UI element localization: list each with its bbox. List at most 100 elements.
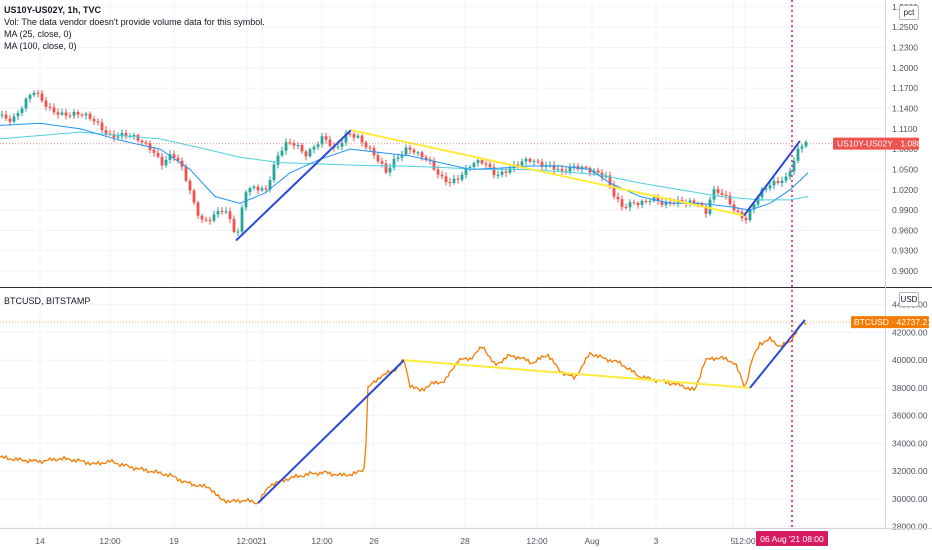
- candle[interactable]: [80, 112, 84, 118]
- candle[interactable]: [224, 207, 228, 215]
- candle[interactable]: [92, 116, 96, 126]
- candle[interactable]: [564, 166, 568, 175]
- candle[interactable]: [804, 139, 808, 149]
- candle[interactable]: [104, 126, 108, 138]
- candle[interactable]: [100, 118, 104, 134]
- candle[interactable]: [320, 132, 324, 148]
- candle[interactable]: [472, 161, 476, 170]
- candle[interactable]: [400, 150, 404, 162]
- candle[interactable]: [784, 172, 788, 184]
- candle[interactable]: [136, 133, 140, 143]
- candle[interactable]: [620, 195, 624, 211]
- candle[interactable]: [384, 159, 388, 175]
- candle[interactable]: [448, 177, 452, 187]
- candle[interactable]: [484, 160, 488, 169]
- candle[interactable]: [84, 111, 88, 120]
- candle[interactable]: [276, 151, 280, 169]
- candle[interactable]: [272, 160, 276, 184]
- candle[interactable]: [292, 139, 296, 150]
- candle[interactable]: [340, 138, 344, 151]
- candle[interactable]: [4, 110, 8, 121]
- candle[interactable]: [724, 190, 728, 200]
- candle[interactable]: [432, 157, 436, 172]
- candle[interactable]: [788, 167, 792, 181]
- candle[interactable]: [260, 185, 264, 193]
- candle[interactable]: [744, 215, 748, 224]
- candle[interactable]: [376, 151, 380, 164]
- candle[interactable]: [324, 132, 328, 144]
- blue-trendline-bottom[interactable]: [257, 359, 405, 504]
- candle[interactable]: [220, 207, 224, 215]
- candle[interactable]: [540, 158, 544, 171]
- candle[interactable]: [636, 200, 640, 209]
- candle[interactable]: [8, 114, 12, 126]
- candle[interactable]: [616, 192, 620, 203]
- candle[interactable]: [40, 90, 44, 103]
- candle[interactable]: [452, 174, 456, 185]
- top-symbol-title[interactable]: US10Y-US02Y, 1h, TVC: [4, 5, 102, 15]
- candle[interactable]: [60, 108, 64, 117]
- candle[interactable]: [20, 106, 24, 116]
- top-unit-button[interactable]: pct: [899, 5, 919, 20]
- candle[interactable]: [52, 103, 56, 115]
- candle[interactable]: [356, 133, 360, 140]
- candle[interactable]: [760, 187, 764, 202]
- candle[interactable]: [48, 102, 52, 111]
- candle[interactable]: [604, 171, 608, 179]
- candle[interactable]: [28, 93, 32, 103]
- candle[interactable]: [124, 129, 128, 140]
- candle[interactable]: [164, 155, 168, 168]
- btc-price-line[interactable]: [0, 321, 807, 505]
- candle[interactable]: [504, 167, 508, 177]
- candle[interactable]: [280, 146, 284, 158]
- time-axis[interactable]: 14 12:00 19 12:00 21 12:00 26 28 12:00 Aug 3 512:00: [35, 536, 756, 546]
- candle[interactable]: [628, 199, 632, 212]
- candle[interactable]: [360, 134, 364, 147]
- candle[interactable]: [768, 181, 772, 192]
- candle[interactable]: [64, 108, 68, 120]
- candle[interactable]: [704, 203, 708, 218]
- candle[interactable]: [728, 191, 732, 206]
- candle[interactable]: [476, 158, 480, 167]
- candle[interactable]: [364, 140, 368, 150]
- candle[interactable]: [800, 143, 804, 153]
- candle[interactable]: [0, 110, 4, 119]
- candle[interactable]: [204, 216, 208, 223]
- candle[interactable]: [316, 141, 320, 150]
- yellow-trendline-bottom[interactable]: [403, 359, 751, 389]
- candle[interactable]: [252, 184, 256, 191]
- candle[interactable]: [32, 90, 36, 97]
- candle[interactable]: [24, 97, 28, 112]
- candle[interactable]: [368, 145, 372, 152]
- candle[interactable]: [200, 213, 204, 224]
- candle[interactable]: [352, 131, 356, 142]
- candle[interactable]: [612, 180, 616, 200]
- candle[interactable]: [160, 152, 164, 170]
- candle[interactable]: [228, 207, 232, 223]
- candle[interactable]: [188, 178, 192, 195]
- bottom-pane-plot[interactable]: [0, 319, 885, 505]
- candle[interactable]: [568, 163, 572, 175]
- candle[interactable]: [172, 150, 176, 162]
- candle[interactable]: [56, 108, 60, 119]
- candle[interactable]: [144, 139, 148, 147]
- candle[interactable]: [436, 165, 440, 179]
- blue-trendline-top[interactable]: [743, 140, 801, 217]
- candle[interactable]: [516, 161, 520, 169]
- candle[interactable]: [500, 167, 504, 177]
- candle[interactable]: [408, 144, 412, 154]
- candle[interactable]: [776, 177, 780, 185]
- candle[interactable]: [412, 147, 416, 155]
- candle[interactable]: [284, 138, 288, 155]
- candle[interactable]: [168, 150, 172, 164]
- yellow-trendline-top[interactable]: [350, 129, 745, 217]
- candle[interactable]: [536, 158, 540, 165]
- candle[interactable]: [464, 165, 468, 179]
- candle[interactable]: [648, 198, 652, 206]
- candle[interactable]: [300, 142, 304, 154]
- candle[interactable]: [596, 167, 600, 176]
- candle[interactable]: [256, 184, 260, 195]
- candle[interactable]: [532, 159, 536, 166]
- candle[interactable]: [236, 228, 240, 236]
